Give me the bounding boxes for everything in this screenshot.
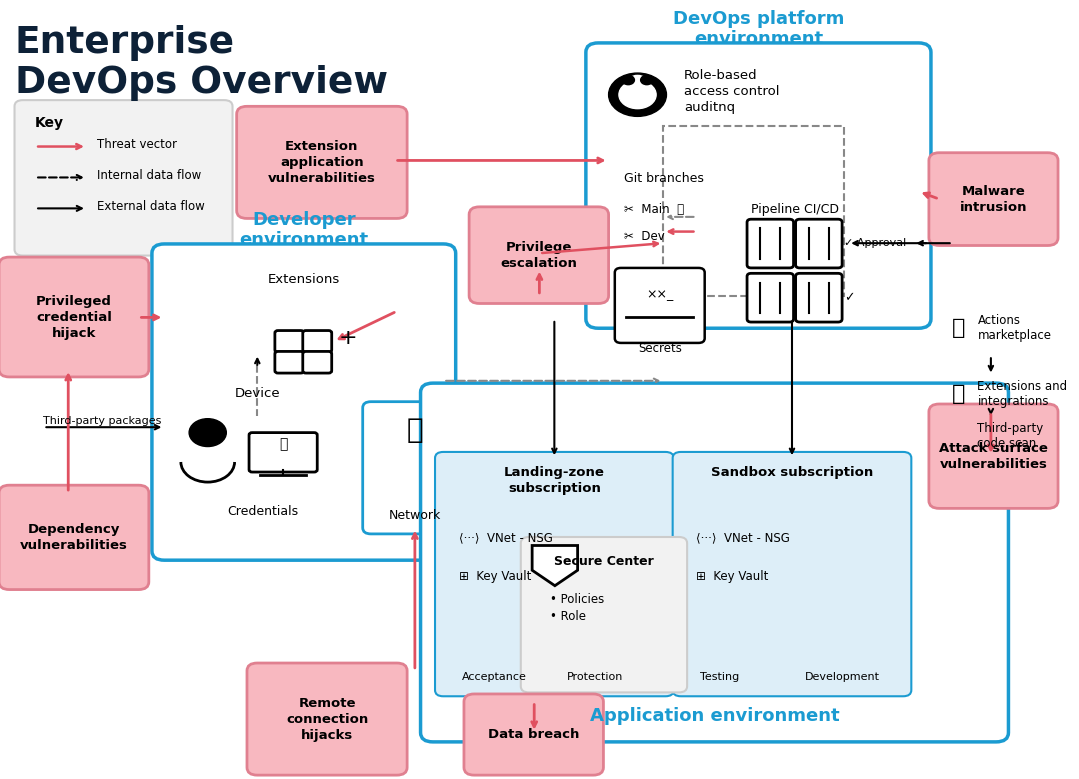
FancyBboxPatch shape xyxy=(0,257,149,377)
Circle shape xyxy=(641,76,653,85)
Text: • Policies
• Role: • Policies • Role xyxy=(549,594,604,623)
FancyBboxPatch shape xyxy=(275,351,304,373)
Polygon shape xyxy=(532,545,577,586)
Text: Attack surface
vulnerabilities: Attack surface vulnerabilities xyxy=(939,442,1048,471)
Text: DevOps platform
environment: DevOps platform environment xyxy=(672,9,844,48)
Text: 🛍: 🛍 xyxy=(952,319,966,338)
Text: Threat vector: Threat vector xyxy=(97,139,177,151)
FancyBboxPatch shape xyxy=(247,663,407,775)
Text: Third-party packages: Third-party packages xyxy=(43,416,162,425)
Text: Sandbox subscription: Sandbox subscription xyxy=(711,466,873,479)
Text: 📶: 📶 xyxy=(279,437,287,451)
Text: 📦: 📦 xyxy=(952,384,966,404)
FancyBboxPatch shape xyxy=(435,452,673,696)
Text: Secure Center: Secure Center xyxy=(555,555,654,568)
Text: Privilege
escalation: Privilege escalation xyxy=(501,241,577,270)
FancyBboxPatch shape xyxy=(421,383,1009,742)
Circle shape xyxy=(609,73,667,116)
Text: Extensions: Extensions xyxy=(268,273,340,286)
Text: Application environment: Application environment xyxy=(590,707,839,725)
FancyBboxPatch shape xyxy=(615,268,705,343)
Text: 📡: 📡 xyxy=(407,416,423,443)
Text: Git branches: Git branches xyxy=(624,172,704,185)
Text: External data flow: External data flow xyxy=(97,200,205,213)
Text: Third-party
code scan: Third-party code scan xyxy=(978,421,1043,449)
FancyBboxPatch shape xyxy=(275,330,304,352)
Text: ✓ Approval: ✓ Approval xyxy=(844,238,906,249)
FancyBboxPatch shape xyxy=(236,106,407,218)
Text: ⟨···⟩  VNet - NSG: ⟨···⟩ VNet - NSG xyxy=(459,531,552,545)
Text: ⨯⨯_: ⨯⨯_ xyxy=(646,288,673,301)
FancyBboxPatch shape xyxy=(672,452,912,696)
Text: ⟨···⟩  VNet - NSG: ⟨···⟩ VNet - NSG xyxy=(696,531,790,545)
Circle shape xyxy=(622,76,634,85)
FancyBboxPatch shape xyxy=(14,100,232,256)
Text: Acceptance: Acceptance xyxy=(462,672,527,682)
Text: Network: Network xyxy=(388,509,441,521)
Text: Actions
marketplace: Actions marketplace xyxy=(978,314,1051,342)
Text: Privileged
credential
hijack: Privileged credential hijack xyxy=(36,294,112,340)
Text: Key: Key xyxy=(36,115,64,129)
Text: Dependency
vulnerabilities: Dependency vulnerabilities xyxy=(21,523,127,552)
Text: Malware
intrusion: Malware intrusion xyxy=(959,185,1027,213)
FancyBboxPatch shape xyxy=(795,219,842,268)
FancyBboxPatch shape xyxy=(929,153,1058,245)
FancyBboxPatch shape xyxy=(929,404,1058,509)
Text: Internal data flow: Internal data flow xyxy=(97,169,202,182)
FancyBboxPatch shape xyxy=(0,485,149,590)
Text: ✂  Dev: ✂ Dev xyxy=(624,230,665,243)
Text: Protection: Protection xyxy=(568,672,624,682)
Text: Pipeline CI/CD: Pipeline CI/CD xyxy=(751,203,839,216)
FancyBboxPatch shape xyxy=(152,244,455,560)
FancyBboxPatch shape xyxy=(303,351,331,373)
Text: Developer
environment: Developer environment xyxy=(240,210,368,249)
Text: Data breach: Data breach xyxy=(488,728,579,741)
Text: Extensions and
integrations: Extensions and integrations xyxy=(978,380,1067,408)
Text: Enterprise
DevOps Overview: Enterprise DevOps Overview xyxy=(14,25,387,101)
Circle shape xyxy=(619,81,656,108)
Text: Credentials: Credentials xyxy=(227,505,298,517)
Text: Landing-zone
subscription: Landing-zone subscription xyxy=(504,466,605,495)
Text: Device: Device xyxy=(234,387,281,400)
Text: +: + xyxy=(339,327,357,347)
FancyBboxPatch shape xyxy=(586,43,931,328)
Text: Development: Development xyxy=(805,672,879,682)
Circle shape xyxy=(626,76,648,93)
FancyBboxPatch shape xyxy=(469,207,609,304)
FancyBboxPatch shape xyxy=(747,219,793,268)
Bar xyxy=(664,125,844,296)
Text: Testing: Testing xyxy=(699,672,739,682)
FancyBboxPatch shape xyxy=(795,273,842,322)
Text: ⊞  Key Vault: ⊞ Key Vault xyxy=(459,570,531,583)
Circle shape xyxy=(189,418,227,446)
Text: Extension
application
vulnerabilities: Extension application vulnerabilities xyxy=(268,140,375,185)
Text: Role-based
access control
auditnq: Role-based access control auditnq xyxy=(684,69,779,115)
FancyBboxPatch shape xyxy=(363,402,467,534)
FancyBboxPatch shape xyxy=(521,537,687,693)
FancyBboxPatch shape xyxy=(464,694,603,775)
Text: Remote
connection
hijacks: Remote connection hijacks xyxy=(286,696,368,742)
Text: ✓: ✓ xyxy=(844,291,855,304)
Text: Secrets: Secrets xyxy=(638,342,682,355)
FancyBboxPatch shape xyxy=(249,432,317,472)
FancyBboxPatch shape xyxy=(946,411,1036,460)
FancyBboxPatch shape xyxy=(747,273,793,322)
FancyBboxPatch shape xyxy=(303,330,331,352)
Text: ⊞  Key Vault: ⊞ Key Vault xyxy=(696,570,769,583)
Text: ✂  Main  🔒: ✂ Main 🔒 xyxy=(624,203,684,216)
